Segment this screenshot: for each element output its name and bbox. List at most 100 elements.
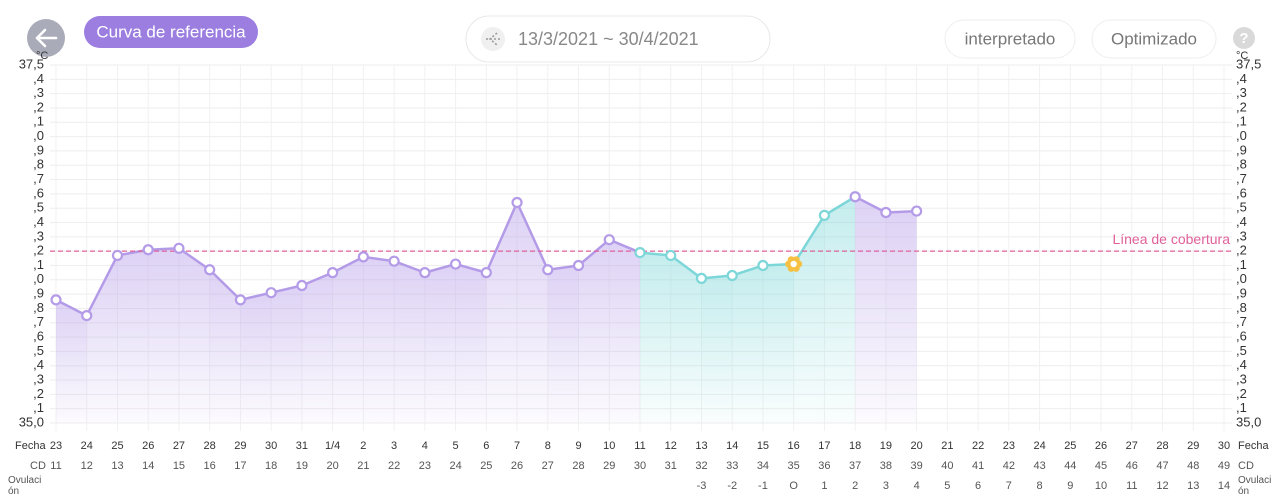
x-tick-label: 9 [575, 440, 581, 452]
x-tick-label: 4 [422, 440, 428, 452]
line-segment [208, 268, 242, 302]
line-segment [331, 255, 365, 274]
y-tick-label: ,2 [33, 243, 44, 258]
row-value: 9 [1067, 480, 1073, 492]
line-segment [177, 247, 211, 272]
line-segment [515, 201, 550, 272]
area [547, 265, 579, 423]
row-value: 11 [1126, 480, 1137, 492]
marker [142, 244, 154, 256]
area [793, 215, 825, 423]
date-icon-arrow [486, 32, 500, 46]
date-icon [481, 27, 505, 51]
x-tick-label: 24 [1033, 440, 1045, 452]
y-tick-label: ,8 [33, 300, 44, 315]
row-label: CD [1238, 460, 1254, 472]
x-tick-label: 23 [50, 440, 62, 452]
title-pill [84, 16, 258, 48]
area [86, 255, 118, 423]
y2-tick-label: ,7 [1236, 171, 1247, 186]
x-tick-label: 23 [1003, 440, 1015, 452]
row-label: CD [30, 460, 46, 472]
y2-tick-label: ,3 [1236, 228, 1247, 243]
y-tick-label: ,8 [33, 157, 44, 172]
unit: °C [1236, 50, 1248, 62]
x-tick-label: 18 [849, 440, 861, 452]
row-value: 41 [972, 460, 984, 472]
row-value: 47 [1156, 460, 1168, 472]
marker [911, 205, 923, 217]
row-value: 23 [419, 460, 431, 472]
button[interactable] [1091, 19, 1217, 59]
row-value: 26 [511, 460, 523, 472]
x-tick-label: 22 [972, 440, 984, 452]
row-value: 30 [634, 460, 646, 472]
y2-tick-label: ,5 [1236, 343, 1247, 358]
x-tick-label: 6 [483, 440, 489, 452]
marker [50, 294, 62, 306]
marker [849, 191, 861, 203]
x-tick-label: 27 [173, 440, 185, 452]
row-value: 34 [757, 460, 769, 472]
y2-tick-label: ,1 [1236, 400, 1247, 415]
x-tick-label: 30 [265, 440, 277, 452]
area [578, 239, 610, 423]
area [363, 256, 395, 423]
row-value: 7 [1006, 480, 1012, 492]
row-value: 15 [173, 460, 185, 472]
row-value: 24 [449, 460, 461, 472]
area [855, 196, 886, 423]
row-label: Fecha [1238, 440, 1269, 452]
y2-tick-label: ,6 [1236, 329, 1247, 344]
row-value: 38 [880, 460, 892, 472]
y-tick-label: ,3 [33, 85, 44, 100]
x-tick-label: 11 [634, 440, 645, 452]
area [240, 292, 272, 423]
x-tick-label: 28 [1156, 440, 1168, 452]
marker [449, 258, 462, 270]
y2-tick-label: ,8 [1236, 300, 1247, 315]
button-label: interpretado [965, 29, 1056, 48]
row-value: 32 [695, 460, 707, 472]
marker [572, 259, 585, 272]
x-tick-label: 24 [81, 440, 93, 452]
ovulation-marker [785, 256, 803, 272]
y-tick-label: ,0 [33, 128, 44, 143]
button-label: Optimizado [1111, 29, 1197, 48]
row-value: 6 [975, 480, 981, 492]
row-value: 18 [265, 460, 277, 472]
x-tick-label: 27 [1126, 440, 1138, 452]
marker [173, 242, 185, 254]
area [301, 272, 333, 423]
y2-tick-label: ,1 [1236, 257, 1247, 272]
y2-tick-label: ,8 [1236, 157, 1247, 172]
row-value: 19 [296, 460, 308, 472]
date-pill[interactable] [465, 15, 771, 63]
y-tick-label: ,5 [33, 343, 44, 358]
unit: °C [36, 50, 48, 62]
help-button[interactable] [1233, 27, 1255, 49]
line-segment [669, 254, 703, 280]
y-tick-label: ,7 [33, 314, 44, 329]
area [271, 285, 302, 423]
y-tick-label: ,1 [33, 400, 44, 415]
area [609, 239, 640, 423]
button[interactable] [944, 19, 1076, 59]
x-tick-label: 20 [911, 440, 923, 452]
area [332, 256, 364, 423]
row-value: 13 [1187, 480, 1199, 492]
y-tick-label: ,4 [33, 214, 44, 229]
y-tick-label: ,3 [33, 228, 44, 243]
row-value: 45 [1095, 460, 1107, 472]
y-tick-label: 35,0 [19, 414, 44, 429]
area [117, 249, 149, 423]
row-label: Ovulación [8, 475, 42, 497]
x-tick-label: 14 [726, 440, 738, 452]
y2-tick-label: ,4 [1236, 214, 1247, 229]
row-value: 1 [821, 480, 827, 492]
y2-tick-label: ,2 [1236, 386, 1247, 401]
y-tick-label: ,6 [33, 329, 44, 344]
y-tick-label: ,9 [33, 286, 44, 301]
